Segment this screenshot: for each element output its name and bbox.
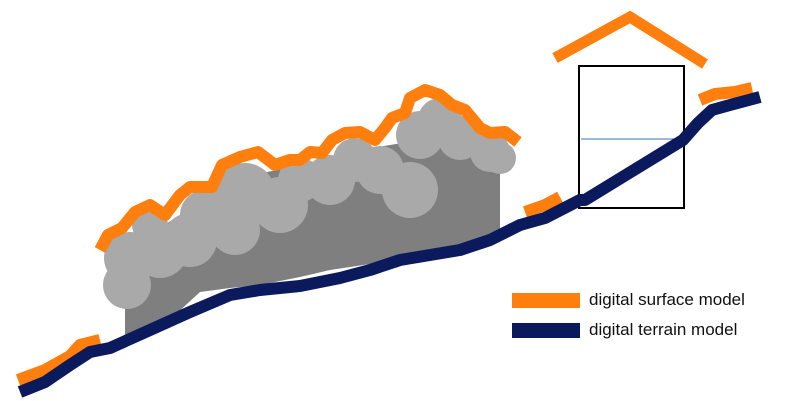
house-roof-surface — [552, 10, 708, 69]
legend-item-terrain-model: digital terrain model — [512, 320, 737, 340]
surface-model-right-segment — [697, 82, 754, 106]
vegetation-canopy-icon — [103, 98, 516, 309]
terrain-model-line — [17, 91, 762, 398]
legend-swatch-surface-model — [512, 292, 580, 308]
surface-model-canopy-segment — [94, 84, 522, 253]
legend-swatch-terrain-model — [512, 322, 580, 338]
house-icon — [552, 10, 708, 209]
surface-model-ground-segment — [523, 191, 563, 218]
legend-label-terrain-model: digital terrain model — [589, 320, 738, 339]
house-wall — [578, 65, 685, 209]
surface-model-left-segment — [15, 334, 102, 386]
legend-label-surface-model: digital surface model — [589, 290, 745, 309]
surface-model-lines — [15, 82, 754, 386]
legend-item-surface-model: digital surface model — [512, 290, 745, 310]
